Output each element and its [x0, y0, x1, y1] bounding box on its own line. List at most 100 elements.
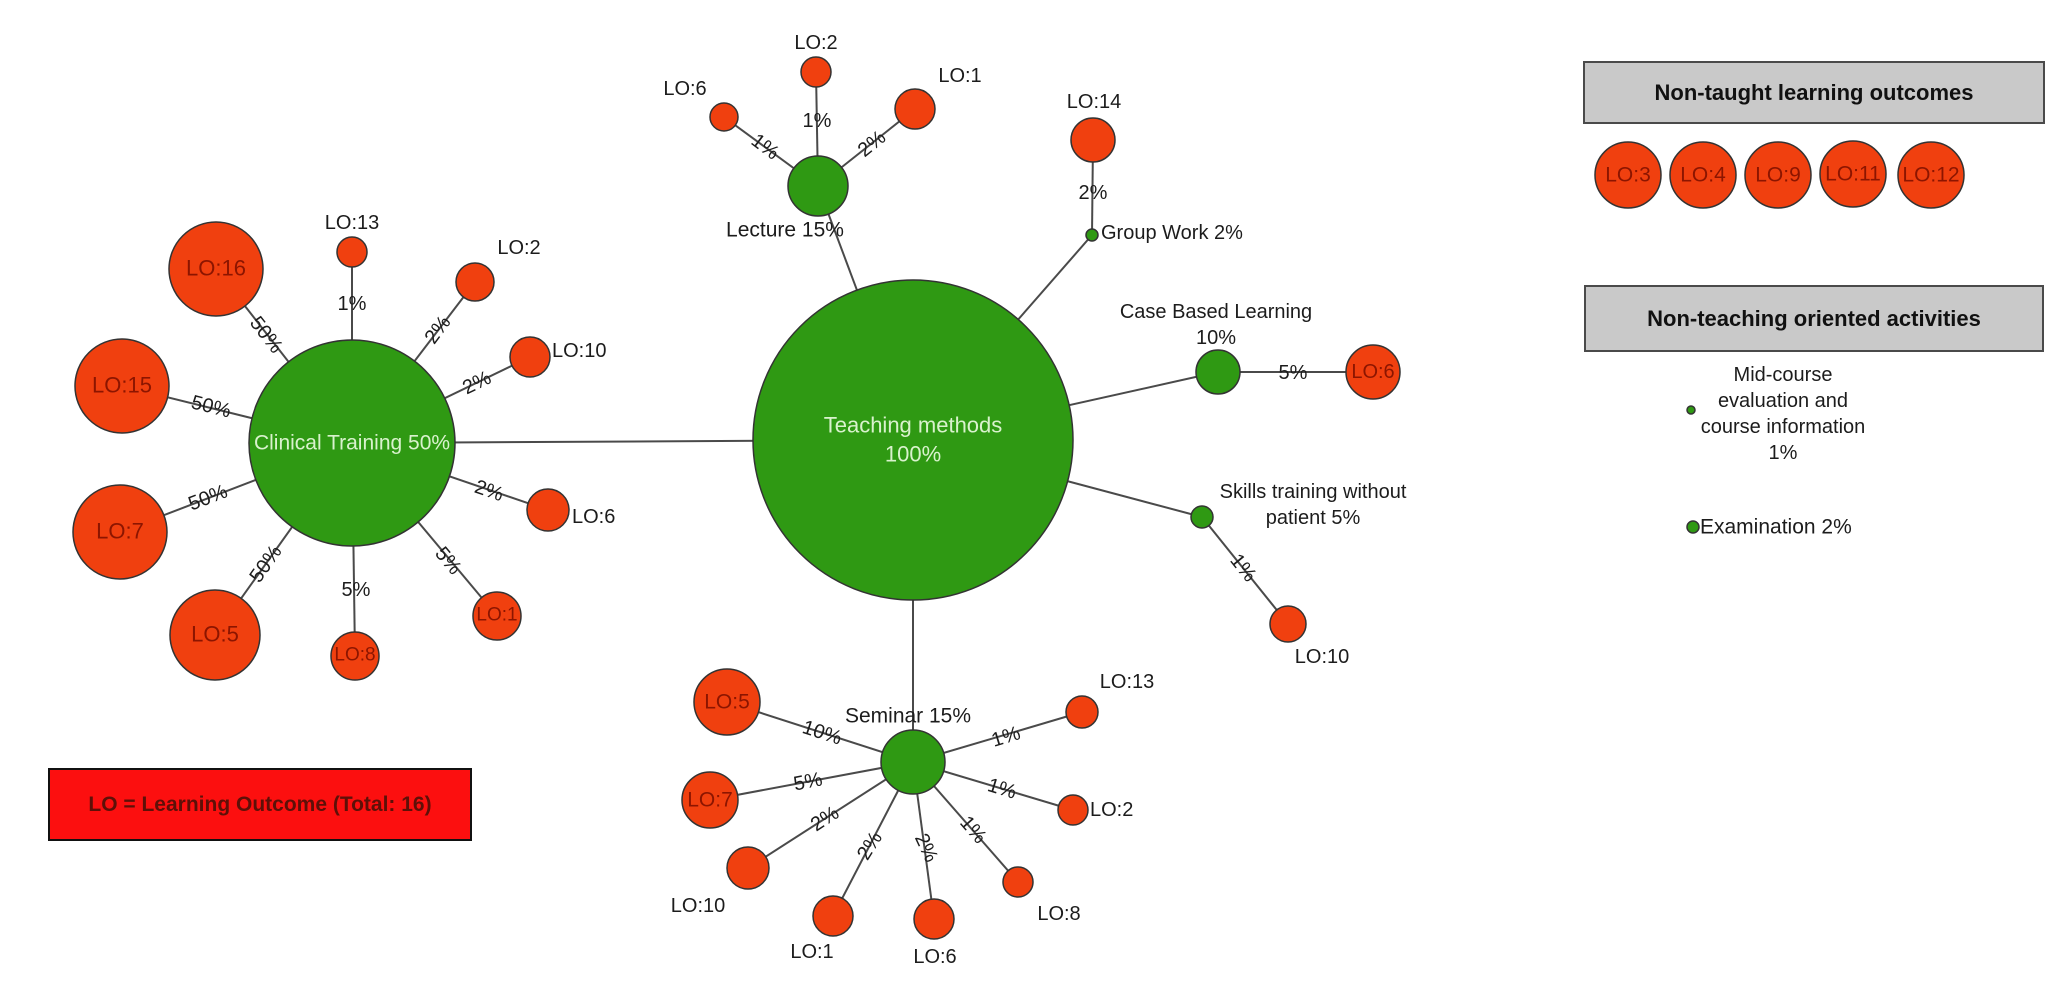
examination-label: Examination 2%: [1700, 515, 1852, 539]
legend-box: LO = Learning Outcome (Total: 16): [48, 768, 472, 841]
non-teaching-header-title: Non-teaching oriented activities: [1647, 305, 1981, 331]
edge-seminar-sem-lo7: [709, 761, 914, 801]
label-lo-16: LO:16: [186, 255, 246, 281]
label-lo-6: LO:6: [663, 78, 707, 100]
node-cbl-lo6: [1345, 344, 1401, 400]
label-10-: 10%: [799, 716, 845, 750]
label-lo-15: LO:15: [92, 372, 152, 398]
label-1-: 1%: [802, 110, 832, 132]
node-lecture: [787, 155, 849, 217]
label-lo-14: LO:14: [1066, 91, 1122, 113]
node-sem-lo13: [1065, 695, 1099, 729]
teaching-methods-label: Teaching methods 100%: [823, 412, 1003, 466]
label-1-: 1%: [988, 722, 1024, 752]
label-5-: 5%: [341, 579, 371, 601]
node-nt-lo12: [1897, 141, 1965, 209]
node-sk-lo10: [1269, 605, 1307, 643]
label-50-: 50%: [185, 480, 231, 516]
label-1-: 1%: [337, 293, 367, 315]
node-sem-lo2: [1057, 794, 1089, 826]
label-lo-12: LO:12: [1902, 163, 1960, 187]
node-sem-lo7: [681, 771, 739, 829]
node-clinical: [248, 339, 456, 547]
edge-skills-sk-lo10: [1201, 516, 1289, 625]
label-50-: 50%: [188, 391, 234, 423]
node-ct-lo7: [72, 484, 168, 580]
label-lo-1: LO:1: [476, 604, 518, 626]
label-lo-10: LO:10: [670, 895, 726, 917]
label-2-: 2%: [471, 475, 507, 507]
label-lo-11: LO:11: [1825, 162, 1881, 186]
label-lo-2: LO:2: [497, 237, 541, 259]
label-2-: 2%: [853, 126, 891, 162]
label-5-: 5%: [1278, 362, 1308, 384]
node-groupwork: [1085, 228, 1099, 242]
node-ct-lo15: [74, 338, 170, 434]
node-ct-lo5: [169, 589, 261, 681]
label-lo-9: LO:9: [1755, 163, 1801, 187]
node-sem-lo10: [726, 846, 770, 890]
label-lo-7: LO:7: [687, 788, 733, 812]
label-50-: 50%: [245, 312, 287, 358]
legend-box-label: LO = Learning Outcome (Total: 16): [88, 792, 432, 816]
non-teaching-header: Non-teaching oriented activities: [1584, 285, 2044, 352]
node-skills: [1190, 505, 1214, 529]
label-lo-3: LO:3: [1605, 163, 1651, 187]
node-ct-lo2: [455, 262, 495, 302]
label-lo-2: LO:2: [794, 32, 838, 54]
node-sem-lo5: [693, 668, 761, 736]
label-lo-7: LO:7: [96, 518, 144, 544]
node-nt-lo4: [1669, 141, 1737, 209]
label-1-: 1%: [955, 811, 991, 849]
node-teaching: [752, 279, 1074, 601]
label-1-: 1%: [746, 129, 784, 165]
label-lo-1: LO:1: [938, 65, 982, 87]
skills-training-label: Skills training without patient 5%: [1219, 481, 1407, 529]
label-2-: 2%: [1078, 182, 1108, 204]
label-lo-8: LO:8: [334, 644, 376, 666]
node-ct-lo1: [472, 591, 522, 641]
node-sem-lo8: [1002, 866, 1034, 898]
label-lo-10: LO:10: [1294, 646, 1350, 668]
label-2-: 2%: [853, 827, 887, 865]
node-seminar: [880, 729, 946, 795]
seminar-label: Seminar 15%: [844, 704, 972, 728]
label-5-: 5%: [430, 542, 466, 580]
label-lo-8: LO:8: [1037, 903, 1081, 925]
label-lo-13: LO:13: [324, 212, 380, 234]
node-lec-lo6: [709, 102, 739, 132]
label-lo-10: LO:10: [552, 340, 607, 362]
node-cbl: [1195, 349, 1241, 395]
node-ct-lo16: [168, 221, 264, 317]
label-2-: 2%: [806, 801, 844, 837]
label-lo-2: LO:2: [1090, 799, 1134, 821]
label-lo-6: LO:6: [572, 506, 616, 528]
non-taught-header-title: Non-taught learning outcomes: [1654, 79, 1974, 105]
node-lo14: [1070, 117, 1116, 163]
node-ct-lo6: [526, 488, 570, 532]
label-2-: 2%: [420, 311, 456, 349]
label-1-: 1%: [984, 774, 1020, 804]
node-nt-lo9: [1744, 141, 1812, 209]
node-sem-lo1: [812, 895, 854, 937]
node-nt-lo3: [1594, 141, 1662, 209]
label-50-: 50%: [245, 541, 287, 587]
label-5-: 5%: [791, 768, 825, 796]
node-lec-lo2: [800, 56, 832, 88]
node-exam-dot: [1686, 520, 1700, 534]
case-based-learning-label: Case Based Learning 10%: [1119, 301, 1313, 349]
label-lo-1: LO:1: [790, 941, 834, 963]
node-sem-lo6: [913, 898, 955, 940]
label-2-: 2%: [459, 366, 495, 400]
group-work-label: Group Work 2%: [1101, 222, 1243, 244]
node-ct-lo13: [336, 236, 368, 268]
node-lec-lo1: [894, 88, 936, 130]
non-taught-header: Non-taught learning outcomes: [1583, 61, 2045, 124]
label-1-: 1%: [1225, 549, 1261, 587]
label-lo-5: LO:5: [704, 690, 750, 714]
label-lo-5: LO:5: [191, 621, 239, 647]
label-2-: 2%: [909, 830, 943, 866]
